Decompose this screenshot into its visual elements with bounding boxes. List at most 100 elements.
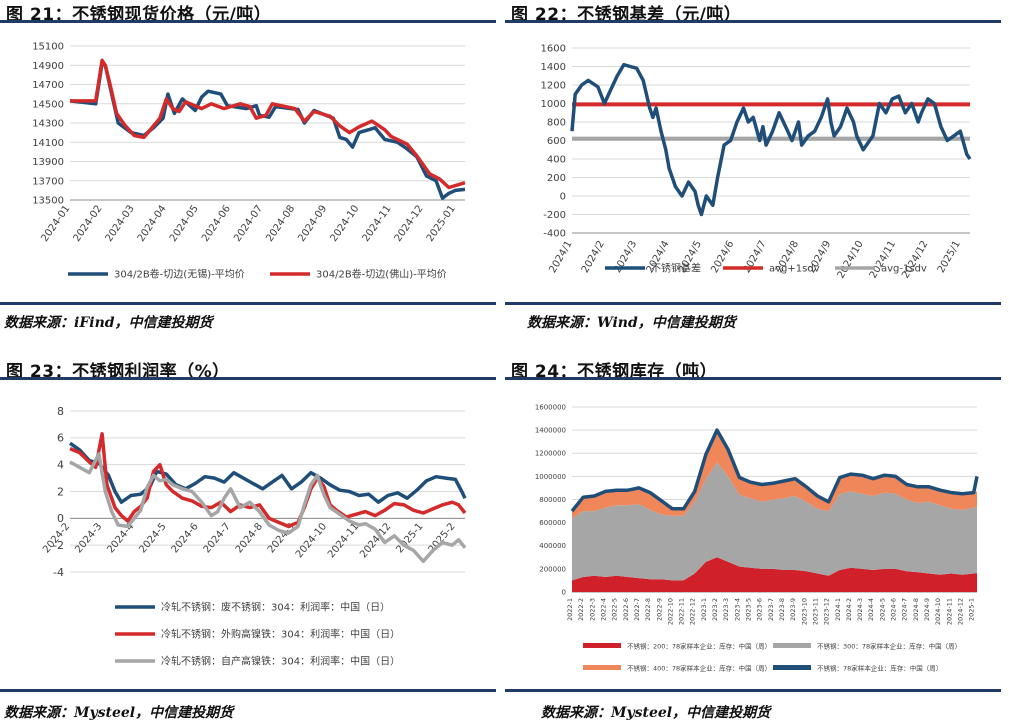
x-tick-label: 2024-5 (137, 521, 168, 555)
footer-bar (505, 689, 1001, 692)
x-tick-label: 2024-2 (845, 598, 853, 621)
x-tick-label: 2024-01 (39, 203, 72, 244)
y-tick-label: 200 (547, 173, 566, 184)
panel-chart-23: 图 23：不锈钢利润率（%） 8 6 4 2 0 -2 -4 2024-2 2024-3 2024… (0, 357, 504, 721)
x-tick-label: 2024-7 (202, 521, 233, 555)
x-tick-label: 2023-11 (811, 598, 819, 625)
chart-21-plot: 15100 14900 14700 14500 14300 14100 13900 13700… (32, 42, 466, 281)
y-tick-label: 0 (562, 588, 566, 596)
footer-bar (505, 302, 1001, 305)
y-tick-label: 400000 (539, 542, 566, 550)
x-tick-label: 2024-3 (856, 598, 864, 621)
panel-chart-21: 图 21：不锈钢现货价格（元/吨） 15100 14900 14700 14500 14… (0, 0, 504, 363)
y-tick-label: 1200000 (535, 450, 566, 458)
title-bar (0, 20, 496, 23)
x-tick-label: 2023-6 (756, 598, 764, 621)
y-tick-label: -2 (53, 539, 64, 552)
legend-label: 不锈钢：78家样本企业：库存：中国（周） (817, 663, 942, 672)
x-tick-label: 2024/1 (547, 239, 574, 275)
x-tick-label: 2024-06 (200, 203, 233, 244)
x-tick-label: 2022-5 (611, 598, 619, 621)
panel-chart-22: 图 22：不锈钢基差（元/吨） 1600 1400 1200 1000 800 600 40… (505, 0, 1009, 363)
x-tick-label: 2024-1 (834, 598, 842, 621)
y-tick-label: 6 (57, 432, 64, 445)
legend-label: 冷轧不锈钢：外购高镍铁：304：利润率：中国（日） (161, 628, 400, 641)
x-tick-label: 2025-1 (968, 598, 976, 621)
y-tick-label: 14100 (32, 138, 64, 149)
y-tick-label: 800 (547, 118, 566, 129)
x-tick-label: 2024-11 (945, 598, 953, 625)
y-tick-label: 600000 (539, 519, 566, 527)
y-tick-label: 1200 (541, 81, 566, 92)
x-tick-label: 2022-6 (622, 598, 630, 621)
y-tick-label: 14500 (32, 99, 64, 110)
x-tick-label: 2022-2 (577, 598, 585, 621)
legend-label: 不锈钢：400：78家样本企业：库存：中国（周） (627, 663, 771, 672)
y-tick-label: -400 (543, 229, 566, 240)
y-tick-label: 1000000 (535, 473, 566, 481)
total-line (570, 428, 979, 513)
title-bar (505, 377, 1001, 380)
x-tick-label: 2024-11 (326, 521, 361, 560)
x-tick-label: 2022-1 (566, 598, 574, 621)
legend-label: 304/2B卷-切边(无锡)-平均价 (114, 268, 245, 281)
x-tick-label: 2024-02 (72, 203, 105, 244)
x-tick-label: 2024-04 (136, 203, 169, 244)
x-tick-label: 2024-12 (956, 598, 964, 625)
area-series-1 (572, 462, 977, 581)
y-tick-label: 600 (547, 136, 566, 147)
x-tick-label: 2024-6 (890, 598, 898, 621)
legend-swatch (583, 665, 621, 670)
x-tick-label: 2023-8 (778, 598, 786, 621)
x-tick-label: 2024-6 (170, 521, 201, 555)
legend-label: 304/2B卷-切边(佛山)-平均价 (316, 268, 447, 281)
legend-label: avg+1sdv (769, 264, 820, 275)
x-tick-label: 2024-12 (393, 203, 426, 244)
x-tick-label: 2022-7 (633, 598, 641, 621)
x-tick-label: 2024-3 (73, 521, 104, 555)
x-tick-label: 2024-10 (934, 598, 942, 625)
x-tick-label: 2024-05 (168, 203, 201, 244)
x-tick-label: 2024-7 (901, 598, 909, 621)
x-tick-label: 2023-10 (800, 598, 808, 625)
x-tick-label: 2022-4 (599, 598, 607, 621)
y-tick-label: 0 (57, 512, 64, 525)
x-tick-label: 2024-11 (361, 203, 394, 244)
x-tick-label: 2025-01 (425, 203, 458, 244)
legend-label: 冷轧不锈钢：自产高镍铁：304：利润率：中国（日） (161, 655, 400, 668)
series-line-1 (69, 432, 467, 529)
y-tick-label: 1000 (541, 99, 566, 110)
x-tick-label: 2023-12 (823, 598, 831, 625)
y-tick-label: 1600000 (535, 403, 566, 411)
title-bar (0, 377, 496, 380)
series-line-1 (70, 58, 466, 190)
y-tick-label: 13500 (32, 196, 64, 207)
x-tick-label: 2024/10 (836, 239, 866, 280)
title-bar (505, 20, 1001, 23)
y-tick-label: 4 (57, 459, 64, 472)
x-tick-label: 2023-5 (745, 598, 753, 621)
x-tick-label: 2024-8 (912, 598, 920, 621)
x-tick-label: 2024-09 (296, 203, 329, 244)
x-tick-label: 2022-8 (644, 598, 652, 621)
x-tick-label: 2024-5 (878, 598, 886, 621)
legend-swatch (583, 643, 621, 648)
x-tick-label: 2024-9 (923, 598, 931, 621)
series-line-2 (69, 452, 467, 564)
y-tick-label: 400 (547, 155, 566, 166)
x-tick-label: 2024-03 (104, 203, 137, 244)
legend-swatch (773, 665, 811, 670)
source-note: 数据来源：Mysteel，中信建投期货 (541, 705, 771, 721)
y-tick-label: 0 (560, 192, 566, 203)
x-tick-label: 2024-8 (234, 521, 265, 555)
x-tick-label: 2023-4 (733, 598, 741, 621)
x-tick-label: 2024-08 (264, 203, 297, 244)
legend-label: avg-1sdv (881, 264, 927, 275)
x-tick-label: 2022-10 (666, 598, 674, 625)
legend-swatch (773, 643, 811, 648)
x-tick-label: 2023-9 (789, 598, 797, 621)
y-tick-label: 1600 (541, 44, 566, 55)
y-tick-label: 15100 (32, 42, 64, 53)
y-tick-label: 200000 (539, 565, 566, 573)
